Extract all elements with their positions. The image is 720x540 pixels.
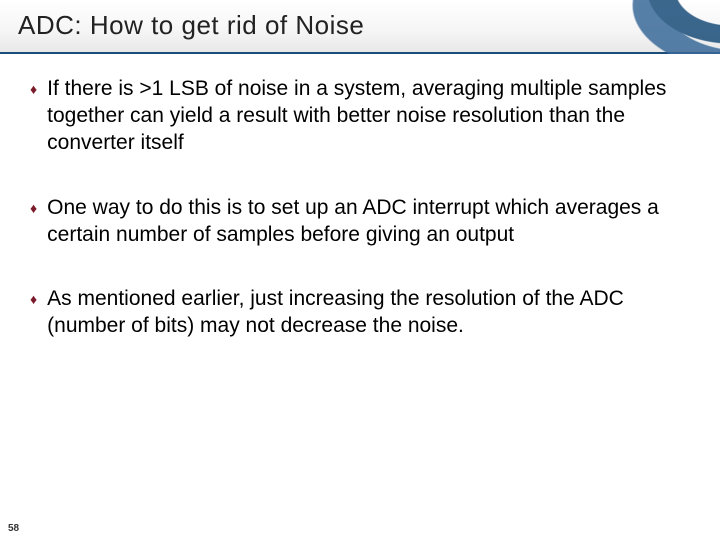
title-corner-swoosh	[600, 0, 720, 54]
diamond-icon: ♦	[30, 82, 37, 96]
page-number: 58	[8, 523, 19, 534]
bullet-item: ♦ If there is >1 LSB of noise in a syste…	[30, 76, 690, 157]
bullet-text: As mentioned earlier, just increasing th…	[47, 286, 690, 340]
bullet-text: One way to do this is to set up an ADC i…	[47, 195, 690, 249]
bullet-item: ♦ One way to do this is to set up an ADC…	[30, 195, 690, 249]
slide-content: ♦ If there is >1 LSB of noise in a syste…	[0, 54, 720, 340]
bullet-item: ♦ As mentioned earlier, just increasing …	[30, 286, 690, 340]
diamond-icon: ♦	[30, 201, 37, 215]
title-bar: ADC: How to get rid of Noise	[0, 0, 720, 54]
bullet-text: If there is >1 LSB of noise in a system,…	[47, 76, 690, 157]
diamond-icon: ♦	[30, 292, 37, 306]
